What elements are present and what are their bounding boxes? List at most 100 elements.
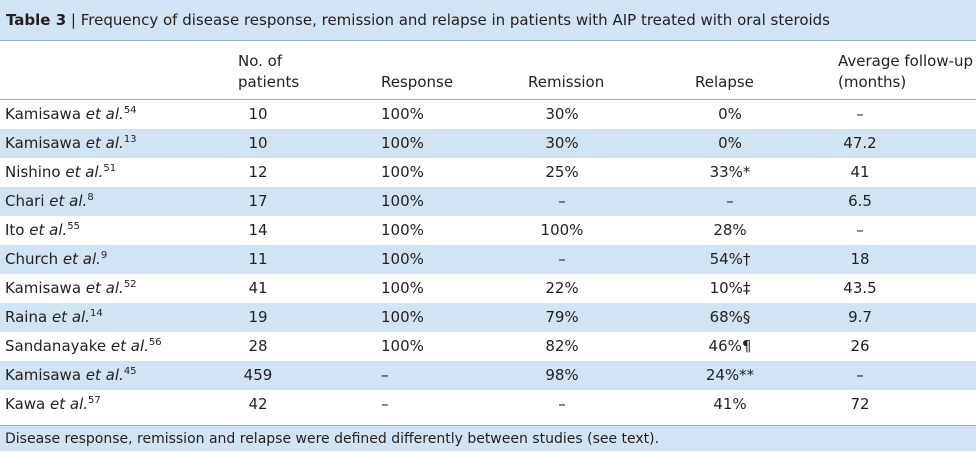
table-row: Kamisawa et al.54 10 100% 30% 0% – [0, 100, 976, 129]
reference-number: 45 [123, 366, 137, 377]
relapse-cell: 68%§ [709, 308, 751, 326]
followup-cell: 26 [850, 337, 870, 355]
remission-cell: 22% [545, 279, 579, 297]
study-author: Ito [5, 221, 25, 239]
relapse-cell: 28% [713, 221, 747, 239]
study-author: Raina [5, 308, 48, 326]
patients-cell: 17 [248, 192, 268, 210]
patients-cell: 28 [248, 337, 268, 355]
study-cell: Kamisawa et al.45 [5, 361, 137, 390]
study-cell: Kamisawa et al.52 [5, 274, 137, 303]
reference-number: 14 [89, 308, 103, 319]
patients-cell: 19 [248, 308, 268, 326]
study-etal: et al. [85, 105, 124, 123]
followup-cell: 72 [850, 395, 870, 413]
study-etal: et al. [85, 134, 124, 152]
study-etal: et al. [50, 395, 89, 413]
remission-cell: 30% [545, 105, 579, 123]
col-header-patients-line2: patients [238, 73, 300, 91]
response-cell: – [381, 395, 389, 413]
remission-cell: 100% [540, 221, 584, 239]
title-separator: | [66, 11, 81, 29]
table-row: Raina et al.14 19 100% 79% 68%§ 9.7 [0, 303, 976, 332]
study-author: Sandanayake [5, 337, 107, 355]
col-header-relapse: Relapse [695, 73, 754, 91]
study-etal: et al. [110, 337, 149, 355]
col-header-followup-line1: Average follow-up [838, 52, 974, 70]
remission-cell: 98% [545, 366, 579, 384]
col-header-remission: Remission [528, 73, 605, 91]
followup-cell: 6.5 [848, 192, 872, 210]
table-row: Kawa et al.57 42 – – 41% 72 [0, 390, 976, 419]
patients-cell: 41 [248, 279, 268, 297]
table-row: Sandanayake et al.56 28 100% 82% 46%¶ 26 [0, 332, 976, 361]
followup-cell: 9.7 [848, 308, 872, 326]
study-cell: Kawa et al.57 [5, 390, 101, 419]
patients-cell: 10 [248, 105, 268, 123]
study-etal: et al. [51, 308, 90, 326]
reference-number: 13 [123, 134, 137, 145]
reference-number: 56 [148, 337, 162, 348]
relapse-cell: 33%* [709, 163, 751, 181]
relapse-cell: 46%¶ [708, 337, 752, 355]
patients-cell: 11 [248, 250, 268, 268]
study-author: Kamisawa [5, 366, 82, 384]
reference-number: 8 [87, 192, 94, 203]
table-title: Table 3 | Frequency of disease response,… [0, 0, 976, 40]
study-author: Kamisawa [5, 279, 82, 297]
followup-cell: 18 [850, 250, 870, 268]
study-author: Church [5, 250, 59, 268]
response-cell: – [381, 366, 389, 384]
table-header: No. of patients Response Remission Relap… [0, 40, 976, 100]
relapse-cell: 41% [713, 395, 747, 413]
followup-cell: – [856, 105, 864, 123]
table-row: Kamisawa et al.52 41 100% 22% 10%‡ 43.5 [0, 274, 976, 303]
patients-cell: 42 [248, 395, 268, 413]
remission-cell: – [558, 395, 566, 413]
reference-number: 54 [123, 105, 137, 116]
response-cell: 100% [381, 250, 424, 268]
study-cell: Nishino et al.51 [5, 158, 116, 187]
remission-cell: 82% [545, 337, 579, 355]
remission-cell: 30% [545, 134, 579, 152]
response-cell: 100% [381, 163, 424, 181]
table-footnote: Disease response, remission and relapse … [0, 425, 976, 451]
followup-cell: 43.5 [843, 279, 877, 297]
col-header-patients: No. of patients [238, 51, 299, 93]
response-cell: 100% [381, 308, 424, 326]
study-etal: et al. [49, 192, 88, 210]
study-author: Kamisawa [5, 134, 82, 152]
study-etal: et al. [29, 221, 68, 239]
reference-number: 51 [103, 163, 117, 174]
reference-number: 57 [88, 395, 101, 406]
table-caption: Frequency of disease response, remission… [80, 11, 831, 29]
response-cell: 100% [381, 105, 424, 123]
remission-cell: 25% [545, 163, 579, 181]
followup-cell: – [856, 366, 864, 384]
study-author: Kamisawa [5, 105, 82, 123]
study-etal: et al. [62, 250, 101, 268]
relapse-cell: 24%** [705, 366, 755, 384]
study-cell: Kamisawa et al.54 [5, 100, 137, 129]
patients-cell: 459 [243, 366, 273, 384]
table-row: Ito et al.55 14 100% 100% 28% – [0, 216, 976, 245]
remission-cell: – [558, 192, 566, 210]
study-author: Nishino [5, 163, 61, 181]
response-cell: 100% [381, 337, 424, 355]
study-cell: Church et al.9 [5, 245, 107, 274]
study-etal: et al. [85, 279, 124, 297]
study-cell: Ito et al.55 [5, 216, 80, 245]
col-header-response: Response [381, 73, 454, 91]
table-row: Church et al.9 11 100% – 54%† 18 [0, 245, 976, 274]
reference-number: 52 [123, 279, 137, 290]
table-row: Kamisawa et al.13 10 100% 30% 0% 47.2 [0, 129, 976, 158]
study-author: Chari [5, 192, 45, 210]
relapse-cell: 10%‡ [709, 279, 751, 297]
remission-cell: – [558, 250, 566, 268]
table-row: Kamisawa et al.45 459 – 98% 24%** – [0, 361, 976, 390]
col-header-followup-line2: (months) [838, 73, 907, 91]
patients-cell: 12 [248, 163, 268, 181]
response-cell: 100% [381, 134, 424, 152]
relapse-cell: – [726, 192, 734, 210]
